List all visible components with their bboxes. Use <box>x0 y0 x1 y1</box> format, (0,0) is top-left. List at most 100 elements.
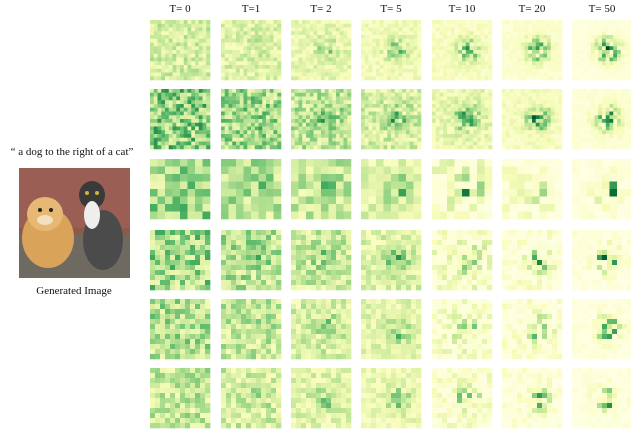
heatmap-cell <box>301 270 306 275</box>
heatmap-cell <box>510 93 514 97</box>
heatmap-cell <box>221 31 225 35</box>
heatmap-cell <box>240 104 244 108</box>
heatmap-cell <box>195 142 199 146</box>
heatmap-cell <box>481 76 485 80</box>
heatmap-cell <box>161 50 165 54</box>
heatmap-cell <box>259 115 263 119</box>
heatmap-cell <box>325 69 329 73</box>
heatmap-cell <box>466 145 470 149</box>
heatmap-cell <box>329 28 333 32</box>
heatmap-cell <box>225 65 229 69</box>
heatmap-cell <box>488 138 492 142</box>
heatmap-cell <box>625 142 629 146</box>
heatmap-cell <box>502 31 506 35</box>
heatmap-cell <box>513 46 517 50</box>
heatmap-cell <box>470 89 474 93</box>
heatmap-cell <box>502 174 510 182</box>
heatmap-cell <box>325 39 329 43</box>
heatmap-cell <box>555 50 559 54</box>
heatmap-cell <box>225 35 229 39</box>
heatmap-cell <box>481 20 485 24</box>
heatmap-cell <box>470 123 474 127</box>
heatmap-cell <box>232 61 236 65</box>
heatmap-cell <box>542 250 547 255</box>
heatmap-cell <box>477 189 485 197</box>
heatmap-cell <box>452 270 457 275</box>
heatmap-cell <box>310 134 314 138</box>
heatmap-cell <box>557 250 562 255</box>
heatmap-cell <box>502 46 506 50</box>
heatmap-cell <box>266 240 271 245</box>
heatmap-cell <box>200 255 205 260</box>
heatmap-cell <box>221 174 229 182</box>
heatmap-cell <box>291 134 295 138</box>
heatmap-cell <box>502 61 506 65</box>
heatmap-cell <box>274 54 278 58</box>
heatmap-cell <box>170 285 175 290</box>
heatmap-cell <box>188 119 192 123</box>
heatmap-cell <box>451 100 455 104</box>
heatmap-cell <box>244 73 248 77</box>
heatmap-cell <box>176 108 180 112</box>
heatmap-cell <box>266 54 270 58</box>
heatmap-cell <box>256 285 261 290</box>
heatmap-cell <box>451 39 455 43</box>
heatmap-cell <box>150 28 154 32</box>
heatmap-cell <box>485 197 493 205</box>
heatmap-cell <box>481 35 485 39</box>
heatmap-cell <box>485 89 489 93</box>
heatmap-cell <box>406 89 410 93</box>
heatmap-cell <box>540 46 544 50</box>
heatmap-cell <box>440 39 444 43</box>
heatmap-cell <box>332 127 336 131</box>
heatmap-cell <box>406 24 410 28</box>
heatmap-cell <box>455 73 459 77</box>
heatmap-cell <box>467 270 472 275</box>
heatmap-cell <box>274 43 278 47</box>
heatmap-cell <box>329 39 333 43</box>
heatmap-cell <box>266 108 270 112</box>
heatmap-cell <box>240 35 244 39</box>
heatmap-cell <box>602 240 607 245</box>
heatmap-cell <box>332 115 336 119</box>
heatmap-cell <box>485 39 489 43</box>
heatmap-cell <box>244 130 248 134</box>
heatmap-cell <box>410 24 414 28</box>
heatmap-cell <box>576 112 580 116</box>
heatmap-cell <box>406 20 410 24</box>
heatmap-cell <box>229 159 237 167</box>
heatmap-cell <box>276 275 281 280</box>
heatmap-cell <box>302 93 306 97</box>
heatmap-cell <box>547 285 552 290</box>
heatmap-cell <box>369 204 377 212</box>
heatmap-cell <box>291 89 295 93</box>
heatmap-cell <box>229 197 237 205</box>
heatmap-cell <box>510 31 514 35</box>
heatmap-cell <box>369 145 373 149</box>
heatmap-cell <box>347 31 351 35</box>
heatmap-cell <box>613 100 617 104</box>
heatmap-cell <box>436 20 440 24</box>
heatmap-cell <box>262 24 266 28</box>
heatmap-cell <box>191 130 195 134</box>
heatmap-cell <box>587 145 591 149</box>
heatmap-cell <box>482 255 487 260</box>
heatmap-cell <box>205 270 210 275</box>
heatmap-cell <box>380 35 384 39</box>
heatmap-cell <box>485 145 489 149</box>
heatmap-cell <box>232 76 236 80</box>
heatmap-cell <box>583 73 587 77</box>
heatmap-cell <box>203 28 207 32</box>
heatmap-cell <box>188 112 192 116</box>
heatmap-cell <box>613 130 617 134</box>
heatmap-cell <box>332 145 336 149</box>
heatmap-cell <box>543 104 547 108</box>
heatmap-cell <box>244 93 248 97</box>
heatmap-cell <box>155 285 160 290</box>
heatmap-cell <box>555 31 559 35</box>
heatmap-cell <box>384 189 392 197</box>
heatmap-cell <box>165 212 173 220</box>
heatmap-cell <box>251 28 255 32</box>
heatmap-cell <box>184 65 188 69</box>
heatmap-cell <box>180 235 185 240</box>
